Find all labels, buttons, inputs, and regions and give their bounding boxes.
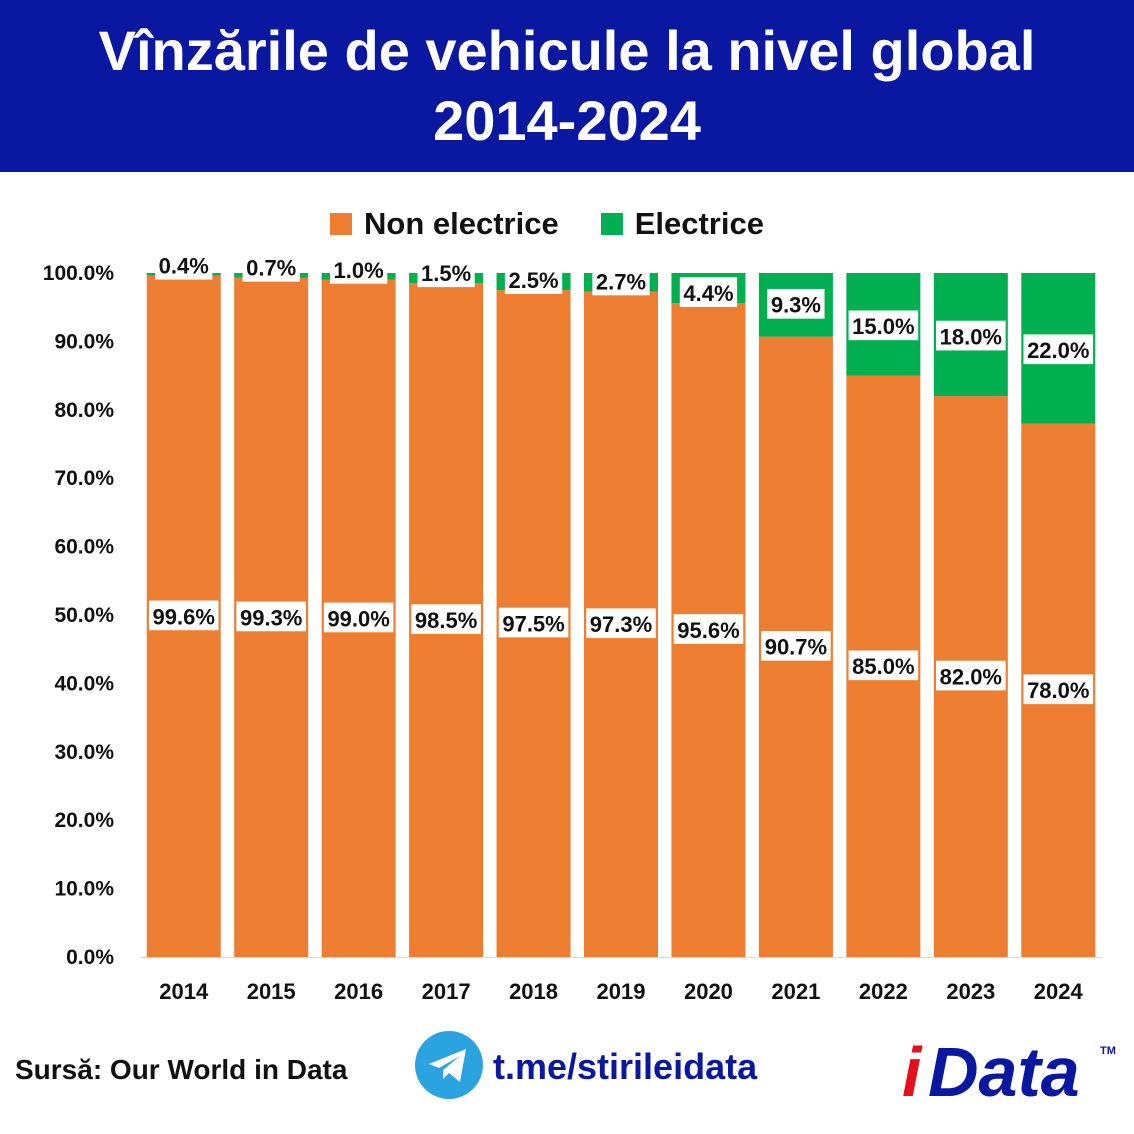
data-label-non-electric-2018: 97.5% [502,611,564,636]
data-label-electric-2014: 0.4% [159,254,209,279]
svg-text:i: i [902,1033,923,1108]
svg-text:TM: TM [1100,1045,1116,1057]
data-label-electric-2024-bg [1023,334,1094,365]
data-label-electric-2015-bg [242,251,300,282]
y-tick-label: 50.0% [54,604,114,627]
x-tick-label: 2018 [509,979,558,1004]
x-tick-label: 2016 [334,979,383,1004]
y-tick-label: 30.0% [54,741,114,764]
data-label-electric-2018: 2.5% [508,268,558,293]
x-tick-label: 2024 [1034,979,1084,1004]
x-tick-label: 2021 [771,979,820,1004]
data-label-non-electric-2015: 99.3% [240,605,302,630]
telegram-link[interactable]: t.me/stirileidata [493,1046,758,1087]
data-label-electric-2021-bg [767,288,825,319]
telegram-icon[interactable] [414,1030,484,1100]
data-label-electric-2023-bg [936,320,1006,351]
data-label-electric-2016-bg [329,254,388,284]
data-label-non-electric-2020-bg [673,614,744,644]
data-label-non-electric-2015-bg [236,601,306,632]
x-tick-label: 2014 [159,979,209,1004]
data-label-non-electric-2017: 98.5% [415,608,477,633]
y-tick-label: 10.0% [54,878,114,901]
y-tick-label: 100.0% [43,262,115,285]
legend: Non electrice Electrice [330,202,806,246]
idata-logo: i Data TM [902,1033,1116,1108]
y-tick-label: 70.0% [54,467,114,490]
chart-title: Vînzările de vehicule la nivel global [98,19,1036,82]
data-label-non-electric-2023: 82.0% [940,664,1002,689]
data-label-electric-2020: 4.4% [683,281,733,306]
x-tick-label: 2019 [597,979,646,1004]
data-label-electric-2017: 1.5% [421,261,471,286]
y-tick-label: 40.0% [54,672,114,695]
data-label-electric-2015: 0.7% [246,256,296,281]
data-label-non-electric-2016-bg [323,602,394,633]
legend-item-non-electric: Non electrice [330,206,559,242]
data-label-electric-2020-bg [679,277,738,307]
y-tick-label: 60.0% [54,536,114,559]
legend-swatch-non-electric [330,213,352,235]
data-label-non-electric-2018-bg [498,607,569,638]
data-label-non-electric-2017-bg [411,604,481,634]
x-tick-label: 2023 [946,979,995,1004]
y-tick-label: 90.0% [54,330,114,353]
data-label-non-electric-2024-bg [1023,674,1094,705]
chart-subtitle: 2014-2024 [433,89,701,152]
data-label-electric-2022-bg [848,310,919,341]
svg-text:Data: Data [928,1033,1080,1108]
data-label-non-electric-2021-bg [761,630,831,661]
y-tick-label: 0.0% [66,946,114,969]
x-tick-label: 2015 [247,979,296,1004]
x-tick-label: 2017 [422,979,471,1004]
source-note: Sursă: Our World in Data [15,1054,348,1085]
data-label-non-electric-2022-bg [848,650,919,681]
data-label-electric-2016: 1.0% [334,258,384,283]
y-tick-label: 20.0% [54,809,114,832]
data-label-non-electric-2019-bg [586,608,656,639]
legend-label-non-electric: Non electrice [364,206,559,241]
data-label-electric-2014-bg [155,249,213,280]
data-label-electric-2017-bg [417,257,475,288]
data-label-non-electric-2014: 99.6% [153,604,215,629]
data-label-electric-2024: 22.0% [1027,338,1089,363]
data-label-non-electric-2022: 85.0% [852,654,914,679]
x-tick-label: 2022 [859,979,908,1004]
data-label-electric-2018-bg [504,264,563,294]
legend-label-electric: Electrice [634,206,764,241]
x-tick-label: 2020 [684,979,733,1004]
data-label-non-electric-2016: 99.0% [327,606,389,631]
data-label-non-electric-2019: 97.3% [590,612,652,637]
data-label-non-electric-2024: 78.0% [1027,678,1089,703]
legend-swatch-electric [600,213,623,235]
data-label-non-electric-2020: 95.6% [677,618,739,643]
data-label-non-electric-2023-bg [936,660,1006,691]
data-label-electric-2021: 9.3% [771,293,821,318]
data-label-non-electric-2014-bg [148,600,219,631]
data-label-electric-2022: 15.0% [852,314,914,339]
data-label-non-electric-2021: 90.7% [765,635,827,660]
data-label-electric-2019-bg [592,265,650,296]
data-label-electric-2019: 2.7% [596,269,646,294]
legend-item-electric: Electrice [600,206,764,242]
stacked-bar-chart: 0.0% 10.0% 20.0% 30.0% 40.0% 50.0% 60.0% 70.0% 8… [42,249,1102,1004]
y-tick-label: 80.0% [54,399,114,422]
data-label-electric-2023: 18.0% [940,324,1002,349]
header-banner: Vînzările de vehicule la nivel global 20… [0,0,1134,172]
